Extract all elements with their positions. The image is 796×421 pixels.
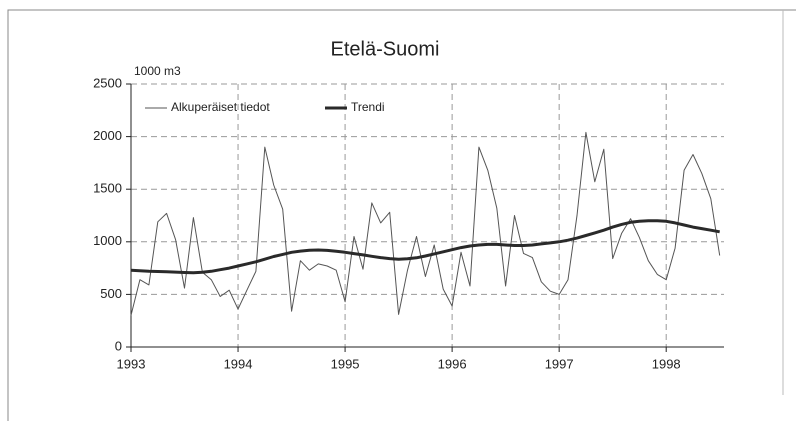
series-line <box>130 219 720 275</box>
y-tick-label: 500 <box>100 286 122 301</box>
x-tick-label: 1994 <box>224 356 253 371</box>
y-tick-label: 2500 <box>93 75 122 90</box>
chart-title: Etelä-Suomi <box>331 38 440 60</box>
y-axis-label: 1000 m3 <box>134 64 181 78</box>
legend-label: Trendi <box>351 100 385 114</box>
x-tick-label: 1998 <box>652 356 681 371</box>
y-tick-label: 2000 <box>93 128 122 143</box>
y-tick-label: 1500 <box>93 181 122 196</box>
legend-label: Alkuperäiset tiedot <box>171 100 270 114</box>
y-tick-label: 1000 <box>93 233 122 248</box>
x-tick-label: 1997 <box>545 356 574 371</box>
x-tick-label: 1995 <box>331 356 360 371</box>
x-tick-label: 1996 <box>438 356 467 371</box>
x-tick-label: 1993 <box>117 356 146 371</box>
series-line <box>130 131 721 316</box>
y-tick-label: 0 <box>115 338 122 353</box>
frame <box>7 9 796 421</box>
axis <box>130 84 724 348</box>
